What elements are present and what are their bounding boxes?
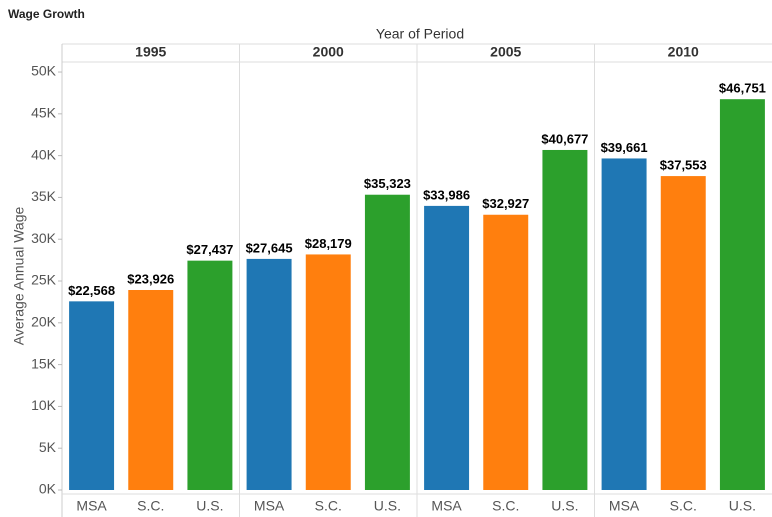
x-tick-label: U.S.: [196, 498, 223, 514]
y-tick-label: 25K: [31, 272, 57, 288]
bar: [246, 258, 292, 490]
bar: [601, 158, 647, 490]
x-tick-label: S.C.: [137, 498, 164, 514]
x-tick-label: U.S.: [551, 498, 578, 514]
value-label: $39,661: [601, 140, 648, 155]
bar: [187, 260, 233, 490]
value-label: $37,553: [660, 158, 707, 173]
y-tick-label: 40K: [31, 146, 57, 162]
panel-header: 1995: [135, 44, 166, 60]
bar: [364, 194, 410, 490]
y-tick-label: 20K: [31, 314, 57, 330]
value-label: $32,927: [482, 196, 529, 211]
bar: [424, 205, 470, 490]
panel-header: 2005: [490, 44, 521, 60]
x-tick-label: MSA: [254, 498, 285, 514]
x-tick-label: S.C.: [670, 498, 697, 514]
panel-header: 2000: [313, 44, 344, 60]
x-tick-label: S.C.: [315, 498, 342, 514]
column-header: Year of Period: [376, 26, 464, 42]
y-tick-label: 15K: [31, 355, 57, 371]
value-label: $27,645: [246, 240, 293, 255]
value-label: $40,677: [541, 131, 588, 146]
bar: [128, 289, 174, 490]
y-tick-label: 45K: [31, 105, 57, 121]
y-axis-label: Average Annual Wage: [11, 207, 27, 346]
bar: [542, 149, 588, 490]
x-tick-label: U.S.: [729, 498, 756, 514]
value-label: $22,568: [68, 283, 115, 298]
y-tick-label: 50K: [31, 63, 57, 79]
value-label: $27,437: [186, 242, 233, 257]
bar: [305, 254, 351, 490]
value-label: $46,751: [719, 81, 766, 96]
chart-title: Wage Growth: [8, 7, 85, 21]
y-tick-label: 0K: [39, 481, 57, 497]
bar: [660, 176, 706, 490]
y-tick-label: 35K: [31, 188, 57, 204]
bar: [719, 99, 765, 490]
x-tick-label: MSA: [431, 498, 462, 514]
x-tick-label: S.C.: [492, 498, 519, 514]
x-tick-label: U.S.: [374, 498, 401, 514]
value-label: $33,986: [423, 187, 470, 202]
panel-header: 2010: [668, 44, 699, 60]
bar: [483, 214, 529, 490]
y-tick-label: 30K: [31, 230, 57, 246]
value-label: $28,179: [305, 236, 352, 251]
bar: [69, 301, 115, 490]
y-tick-label: 10K: [31, 397, 57, 413]
x-tick-label: MSA: [609, 498, 640, 514]
y-tick-label: 5K: [39, 439, 57, 455]
x-tick-label: MSA: [76, 498, 107, 514]
value-label: $23,926: [127, 271, 174, 286]
value-label: $35,323: [364, 176, 411, 191]
